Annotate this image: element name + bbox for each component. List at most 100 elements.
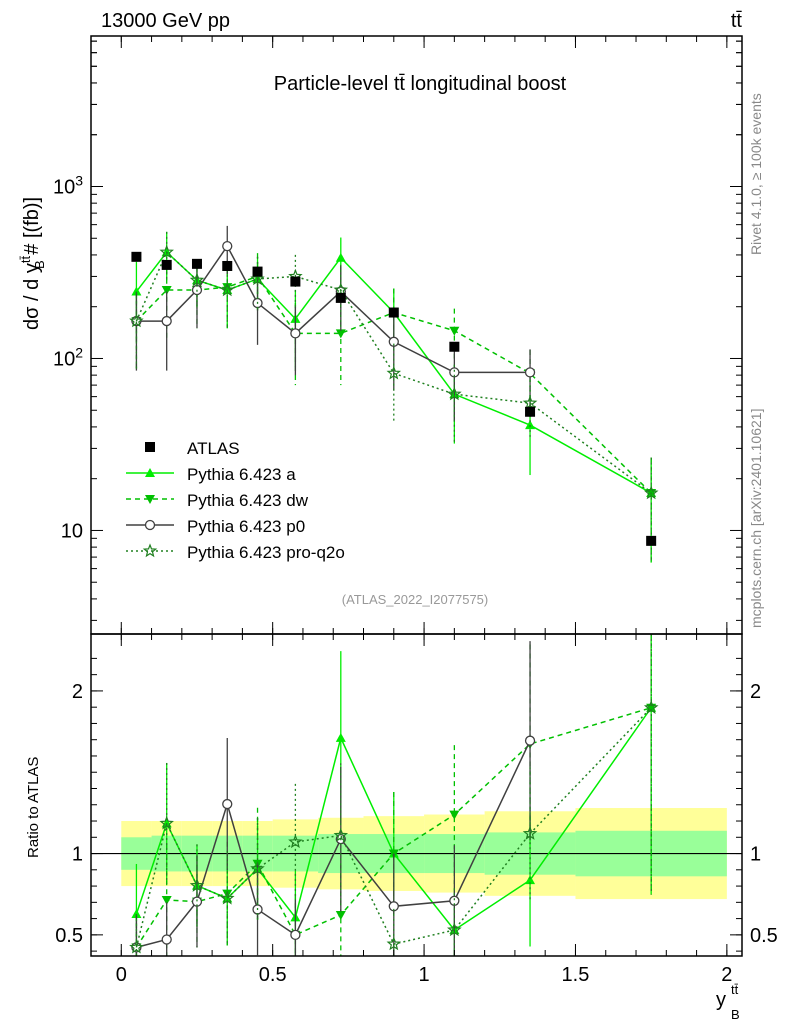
y-tick-label: 103 bbox=[53, 172, 83, 198]
ratio-point bbox=[250, 861, 265, 875]
svg-text:B: B bbox=[731, 1007, 740, 1022]
x-tick-label: 1 bbox=[419, 964, 430, 986]
legend-item-atlas: ATLAS bbox=[145, 439, 240, 458]
ratio-tick-label-right: 1 bbox=[750, 844, 761, 866]
data-point bbox=[161, 315, 172, 327]
legend-marker bbox=[144, 519, 156, 531]
ratio-point bbox=[335, 732, 346, 742]
legend-item-2: Pythia 6.423 p0 bbox=[126, 517, 305, 536]
ratio-point bbox=[288, 834, 303, 849]
legend-marker bbox=[142, 543, 158, 558]
ratio-uncertainty-bands bbox=[91, 808, 742, 900]
legend-item-3: Pythia 6.423 pro-q2o bbox=[126, 543, 345, 562]
process-label: tt̄ bbox=[731, 10, 743, 32]
data-point bbox=[643, 485, 659, 500]
data-point bbox=[161, 286, 172, 296]
svg-text:dσ / d ytt̄B # [(fb)]: dσ / d ytt̄B # [(fb)] bbox=[18, 197, 47, 330]
ratio-tick-label: 2 bbox=[72, 681, 83, 703]
ratio-point bbox=[386, 936, 402, 951]
data-point bbox=[386, 365, 402, 380]
legend: ATLAS Pythia 6.423 a Pythia 6.423 dw Pythia… bbox=[126, 439, 345, 562]
atlas-data-point bbox=[252, 266, 263, 277]
ratio-point bbox=[449, 810, 460, 820]
data-point bbox=[335, 252, 346, 262]
atlas-data-point bbox=[131, 251, 142, 262]
ratio-point bbox=[447, 922, 462, 937]
ratio-point bbox=[161, 934, 172, 945]
ratio-y-axis-label: Ratio to ATLAS bbox=[25, 757, 42, 858]
legend-label: Pythia 6.423 p0 bbox=[187, 517, 305, 536]
ratio-point bbox=[290, 929, 301, 941]
data-point bbox=[388, 336, 399, 347]
data-point bbox=[335, 329, 346, 339]
ratio-point bbox=[129, 939, 144, 954]
y-axis-label: dσ / d ytt̄B # [(fb)] bbox=[18, 197, 47, 330]
ratio-point bbox=[333, 827, 349, 842]
chart-title: Particle-level tt̄ longitudinal boost bbox=[274, 73, 567, 95]
legend-item-0: Pythia 6.423 a bbox=[126, 465, 296, 484]
analysis-id: (ATLAS_2022_I2077575) bbox=[342, 592, 488, 607]
ratio-point bbox=[335, 910, 346, 920]
y-tick-label: 102 bbox=[53, 344, 83, 370]
x-tick-label: 1.5 bbox=[562, 964, 590, 986]
y-tick-label: 10 bbox=[61, 520, 83, 542]
ratio-point bbox=[131, 909, 142, 919]
data-point bbox=[447, 386, 462, 401]
legend-label: ATLAS bbox=[187, 439, 240, 458]
ratio-point bbox=[159, 815, 174, 830]
data-point bbox=[222, 240, 233, 252]
data-point bbox=[524, 367, 536, 378]
ratio-frame bbox=[90, 633, 743, 957]
ratio-point bbox=[222, 889, 233, 899]
ratio-point bbox=[449, 895, 460, 906]
ratio-point bbox=[524, 735, 536, 746]
data-point bbox=[525, 420, 536, 430]
atlas-data-point bbox=[449, 341, 460, 352]
legend-marker bbox=[145, 468, 155, 477]
atlas-data-point bbox=[525, 406, 536, 417]
ratio-tick-label: 0.5 bbox=[55, 925, 83, 947]
legend-item-1: Pythia 6.423 dw bbox=[126, 491, 309, 510]
atlas-data-point bbox=[290, 276, 301, 287]
ratio-point bbox=[525, 875, 536, 885]
atlas-data-point bbox=[191, 258, 202, 269]
data-point bbox=[290, 328, 301, 339]
data-point bbox=[250, 271, 265, 286]
ratio-point bbox=[189, 877, 205, 892]
data-point bbox=[449, 326, 460, 336]
atlas-data-point bbox=[161, 259, 172, 270]
axes-layer: 0 0.5 1 1.5 2 10 102 103 0.5 0.5 1 1 2 2 bbox=[53, 35, 778, 986]
rivet-label: Rivet 4.1.0, ≥ 100k events bbox=[748, 93, 764, 255]
data-point bbox=[522, 395, 538, 410]
ratio-point bbox=[522, 825, 538, 840]
data-point bbox=[333, 282, 349, 297]
legend-label: Pythia 6.423 a bbox=[187, 465, 296, 484]
svg-text:y: y bbox=[716, 989, 726, 1011]
ratio-tick-label: 1 bbox=[72, 844, 83, 866]
atlas-data-point bbox=[388, 307, 399, 318]
series-layer bbox=[129, 225, 659, 956]
ratio-series-line bbox=[136, 740, 531, 949]
x-tick-label: 2 bbox=[721, 964, 732, 986]
data-point bbox=[222, 283, 233, 293]
data-point bbox=[189, 272, 205, 287]
ratio-point bbox=[222, 798, 233, 810]
ratio-point bbox=[161, 896, 172, 906]
data-layer bbox=[131, 251, 657, 546]
atlas-data-point bbox=[222, 260, 233, 271]
series-line bbox=[136, 244, 531, 374]
data-point bbox=[219, 282, 235, 297]
ratio-point bbox=[643, 700, 659, 714]
x-axis-label: y tt̄ B bbox=[716, 982, 740, 1022]
x-tick-label: 0.5 bbox=[259, 964, 287, 986]
legend-label: Pythia 6.423 dw bbox=[187, 491, 309, 510]
atlas-data-point bbox=[335, 292, 346, 303]
x-tick-label: 0 bbox=[116, 964, 127, 986]
data-point bbox=[129, 313, 144, 328]
legend-marker bbox=[145, 495, 155, 504]
legend-marker bbox=[145, 442, 155, 452]
ratio-tick-label-right: 0.5 bbox=[750, 925, 778, 947]
ratio-point bbox=[219, 890, 235, 905]
legend-label: Pythia 6.423 pro-q2o bbox=[187, 543, 345, 562]
